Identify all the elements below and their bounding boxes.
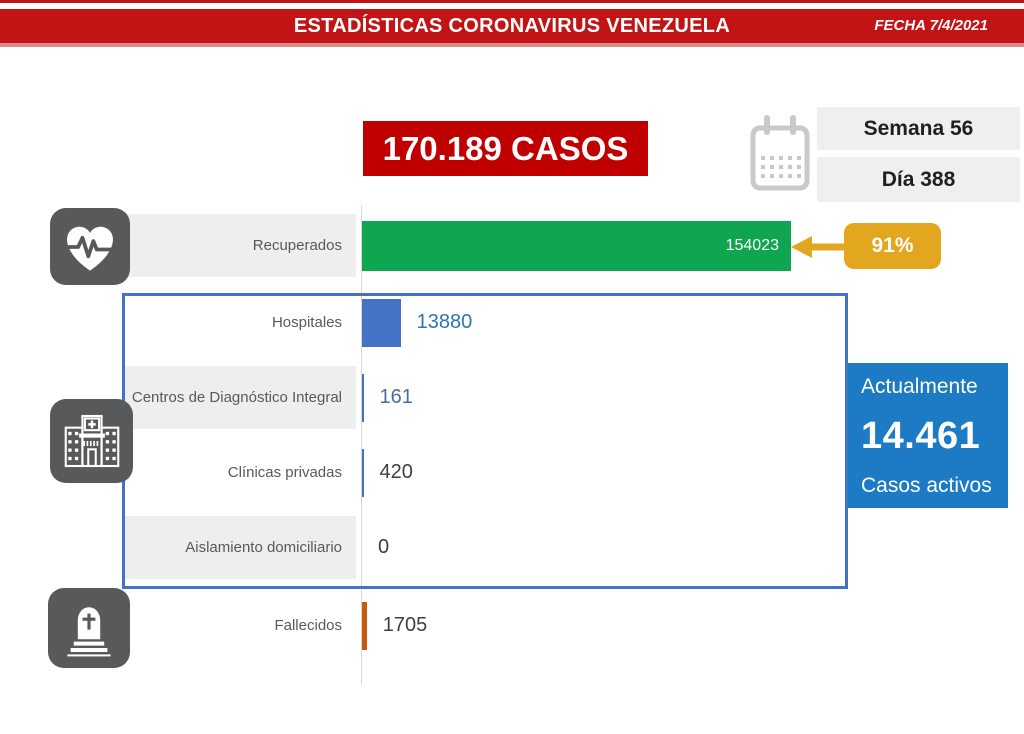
hospitals-bar	[362, 298, 401, 347]
active-cases-value: 14.461	[861, 415, 981, 457]
chart-row-fallecidos: Fallecidos 1705	[122, 588, 848, 663]
recovered-percent-badge: 91%	[844, 223, 941, 269]
row-label: Fallecidos	[274, 617, 342, 634]
active-panel-line1: Actualmente	[861, 375, 978, 398]
bar-area: 154023	[362, 208, 848, 283]
calendar-icon	[748, 112, 812, 201]
row-label: Centros de Diagnóstico Integral	[122, 366, 356, 429]
week-badge: Semana 56	[817, 107, 1020, 150]
chart-axis-line	[361, 205, 362, 685]
cdi-bar	[362, 373, 364, 422]
bar-value: 0	[378, 536, 390, 558]
bar-area: 161	[362, 360, 848, 435]
top-accent-line	[0, 0, 1024, 3]
deaths-bar	[362, 601, 367, 650]
bar-area: 1705	[362, 588, 848, 663]
bar-area: 420	[362, 435, 848, 510]
bar-value: 420	[379, 461, 413, 483]
row-label: Aislamiento domiciliario	[122, 516, 356, 579]
private-clinics-bar	[362, 448, 364, 497]
left-arrow-icon	[786, 233, 848, 266]
row-label: Hospitales	[271, 314, 342, 331]
chart-row-recuperados: Recuperados 154023	[122, 208, 848, 283]
chart-row-clinicas: Clínicas privadas 420	[122, 435, 848, 510]
bar-area: 0	[362, 510, 848, 585]
bar-value: 154023	[725, 236, 779, 254]
bar-value: 1705	[382, 614, 428, 636]
chart-row-aislamiento: Aislamiento domiciliario 0	[122, 510, 848, 585]
bar-value: 13880	[416, 311, 473, 333]
bar-value: 161	[379, 386, 413, 408]
page-title: ESTADÍSTICAS CORONAVIRUS VENEZUELA	[293, 15, 731, 37]
row-label: Recuperados	[122, 214, 356, 277]
bar-area: 13880	[362, 285, 848, 360]
tombstone-icon	[48, 588, 130, 668]
row-label: Clínicas privadas	[227, 464, 342, 481]
chart-row-hospitales: Hospitales 13880	[122, 285, 848, 360]
day-badge: Día 388	[817, 157, 1020, 202]
active-panel-line2: Casos activos	[861, 474, 992, 497]
recovered-bar: 154023	[362, 220, 791, 271]
heart-pulse-icon	[50, 208, 130, 285]
chart-row-cdi: Centros de Diagnóstico Integral 161	[122, 360, 848, 435]
hospital-icon	[50, 399, 133, 483]
active-cases-panel: Actualmente 14.461 Casos activos	[848, 363, 1008, 508]
date-label: FECHA 7/4/2021	[874, 17, 988, 34]
header-banner: ESTADÍSTICAS CORONAVIRUS VENEZUELA FECHA…	[0, 9, 1024, 47]
total-cases-box: 170.189 CASOS	[363, 121, 648, 176]
